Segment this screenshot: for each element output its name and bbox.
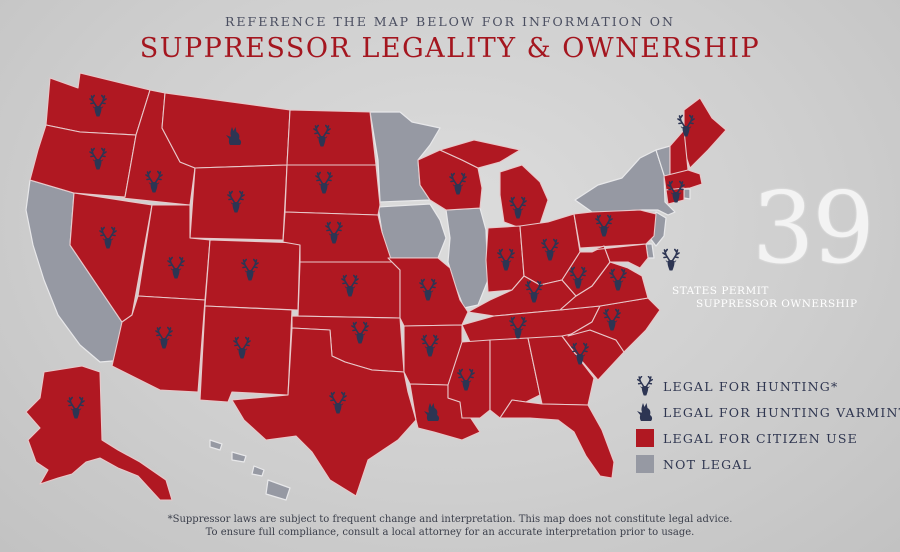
red-swatch (636, 429, 654, 447)
state-south-dakota[interactable] (284, 164, 381, 216)
gray-swatch (636, 455, 654, 473)
deer-icon (662, 248, 680, 272)
legend-item-citizen-use: LEGAL FOR CITIZEN USE (636, 425, 900, 451)
state-maryland[interactable] (591, 243, 649, 269)
state-wyoming[interactable] (189, 164, 288, 241)
disclaimer-line-2: To ensure full compliance, consult a loc… (205, 526, 695, 538)
suppressor-ownership-label: SUPPRESSOR OWNERSHIP (696, 298, 858, 310)
state-hawaii[interactable] (209, 439, 291, 501)
state-pennsylvania[interactable] (573, 209, 657, 249)
map-legend: LEGAL FOR HUNTING* LEGAL FOR HUNTING VAR… (636, 373, 900, 477)
state-oregon[interactable] (29, 124, 137, 198)
legend-item-not-legal: NOT LEGAL (636, 451, 900, 477)
legend-label: NOT LEGAL (663, 456, 753, 472)
legend-label: LEGAL FOR HUNTING* (663, 378, 839, 394)
state-montana[interactable] (161, 92, 291, 169)
deer-icon (637, 376, 653, 396)
legend-item-varmint: LEGAL FOR HUNTING VARMINT (636, 399, 900, 425)
state-rhode-island[interactable] (683, 188, 691, 200)
legend-label: LEGAL FOR CITIZEN USE (663, 430, 858, 446)
coyote-icon (637, 403, 653, 421)
state-alaska[interactable] (25, 365, 173, 501)
page-title: SUPPRESSOR LEGALITY & OWNERSHIP (139, 33, 761, 64)
state-washington[interactable] (45, 72, 151, 136)
state-arizona[interactable] (111, 295, 206, 393)
state-texas[interactable] (231, 327, 417, 497)
legend-label: LEGAL FOR HUNTING VARMINT (663, 404, 900, 420)
page-subtitle: REFERENCE THE MAP BELOW FOR INFORMATION … (225, 14, 675, 29)
disclaimer: *Suppressor laws are subject to frequent… (0, 514, 900, 539)
state-illinois[interactable] (445, 207, 489, 309)
states-permit-label: STATES PERMIT (672, 285, 769, 297)
state-north-dakota[interactable] (286, 109, 377, 166)
state-new-mexico[interactable] (199, 305, 293, 403)
disclaimer-line-1: *Suppressor laws are subject to frequent… (167, 514, 733, 525)
states-count: 39 (752, 172, 875, 286)
legend-item-hunting: LEGAL FOR HUNTING* (636, 373, 900, 399)
state-maine[interactable] (683, 97, 727, 169)
state-florida[interactable] (499, 399, 615, 479)
